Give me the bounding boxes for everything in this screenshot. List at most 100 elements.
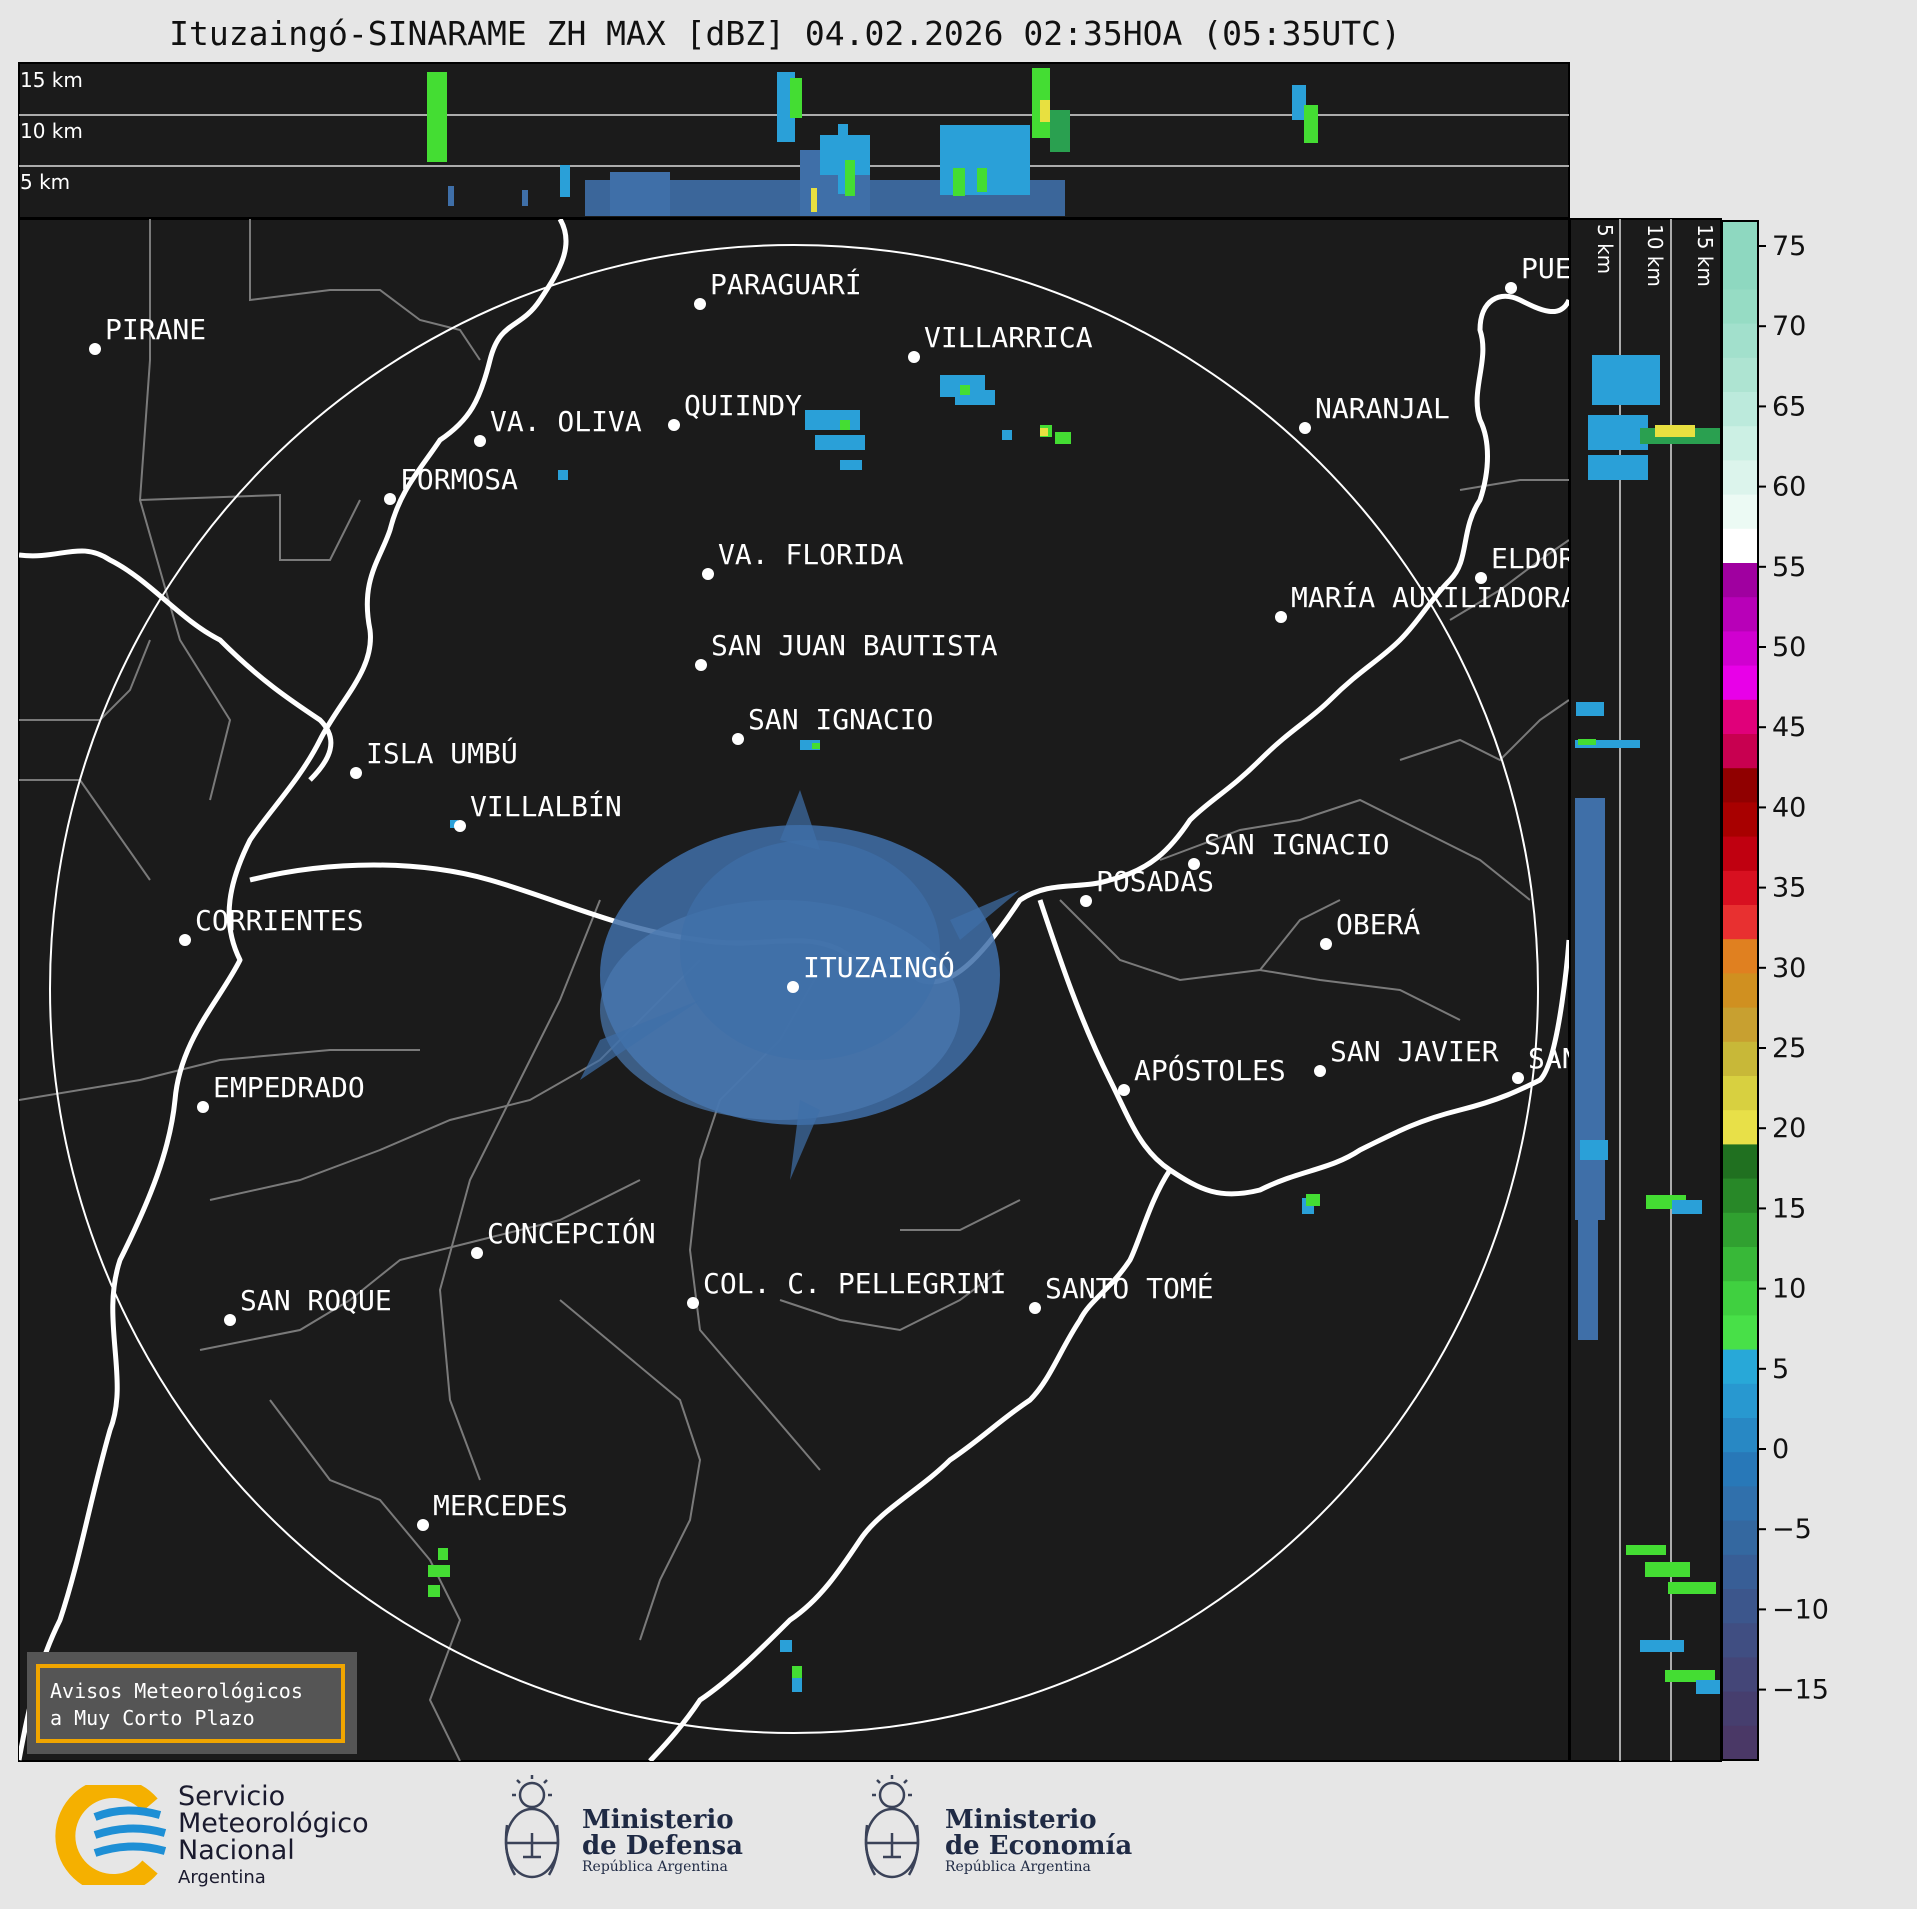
city-marker: VILLALBÍN bbox=[454, 789, 622, 832]
warning-box-border bbox=[36, 1664, 345, 1743]
colorbar-segment bbox=[1722, 1418, 1758, 1453]
city-label: ELDORADO bbox=[1491, 542, 1626, 575]
city-dot bbox=[787, 981, 799, 993]
warning-line-1: Avisos Meteorológicos bbox=[50, 1679, 303, 1703]
colorbar-tick-label: 75 bbox=[1772, 231, 1806, 262]
city-dot bbox=[474, 435, 486, 447]
colorbar-segment bbox=[1722, 870, 1758, 906]
city-marker: SAN IGNACIO bbox=[1188, 828, 1389, 870]
colorbar-segment bbox=[1722, 1452, 1758, 1487]
city-marker: QUIINDY bbox=[668, 389, 802, 431]
city-label: MERCEDES bbox=[433, 1489, 568, 1522]
city-marker: SAN bbox=[1512, 1042, 1579, 1084]
defensa-line-2: de Defensa bbox=[582, 1831, 743, 1861]
radar-map: PIRANE PARAGUARÍ VILLARRICA QUIINDY VA. OLIV… bbox=[18, 218, 1626, 1762]
city-layer: PIRANE PARAGUARÍ VILLARRICA QUIINDY VA. OLIV… bbox=[89, 252, 1626, 1531]
city-marker: VILLARRICA bbox=[908, 321, 1093, 363]
colorbar-tick-label: 0 bbox=[1772, 1434, 1789, 1465]
warning-line-2: a Muy Corto Plazo bbox=[50, 1706, 255, 1730]
radar-echoes bbox=[428, 375, 1320, 1692]
top-label-15km: 15 km bbox=[20, 68, 83, 92]
city-label: COL. C. PELLEGRINI bbox=[703, 1267, 1006, 1300]
city-label: SAN JUAN BAUTISTA bbox=[711, 629, 998, 662]
city-label: OBERÁ bbox=[1336, 907, 1420, 941]
city-marker: APÓSTOLES bbox=[1118, 1053, 1286, 1096]
colorbar-tick-label: 25 bbox=[1772, 1033, 1806, 1064]
warning-box[interactable]: Avisos Meteorológicos a Muy Corto Plazo bbox=[27, 1652, 357, 1754]
city-label: CONCEPCIÓN bbox=[487, 1216, 656, 1250]
colorbar-segment bbox=[1722, 1349, 1758, 1385]
city-label: APÓSTOLES bbox=[1134, 1053, 1286, 1087]
city-dot bbox=[197, 1101, 209, 1113]
city-marker: PIRANE bbox=[89, 313, 206, 355]
colorbar-tick-label: −5 bbox=[1772, 1514, 1812, 1545]
smn-line-2: Meteorológico bbox=[178, 1808, 369, 1839]
colorbar-tick-label: −10 bbox=[1772, 1594, 1829, 1625]
colorbar-tick-label: 35 bbox=[1772, 873, 1806, 904]
smn-line-4: Argentina bbox=[178, 1867, 266, 1888]
city-label: CORRIENTES bbox=[195, 904, 364, 937]
city-marker: SAN JAVIER bbox=[1314, 1035, 1499, 1077]
city-marker: ELDORADO bbox=[1475, 542, 1626, 584]
city-dot bbox=[89, 343, 101, 355]
colorbar-tick-label: 10 bbox=[1772, 1274, 1806, 1305]
city-dot bbox=[1029, 1302, 1041, 1314]
city-marker: VA. FLORIDA bbox=[702, 538, 904, 580]
colorbar-segment bbox=[1722, 939, 1758, 974]
city-dot bbox=[695, 659, 707, 671]
smn-emblem-icon bbox=[55, 1778, 167, 1894]
coat-of-arms-icon bbox=[504, 1775, 560, 1879]
city-marker: SAN JUAN BAUTISTA bbox=[695, 629, 998, 671]
economia-logo bbox=[855, 1775, 930, 1904]
colorbar-tick-label: 15 bbox=[1772, 1193, 1806, 1224]
city-label: EMPEDRADO bbox=[213, 1071, 365, 1104]
colorbar-segment bbox=[1722, 1554, 1758, 1590]
colorbar-segment bbox=[1722, 1486, 1758, 1522]
colorbar-segment bbox=[1722, 1589, 1758, 1624]
city-dot bbox=[1118, 1084, 1130, 1096]
colorbar-segment bbox=[1722, 1691, 1758, 1727]
city-marker: FORMOSA bbox=[384, 463, 518, 505]
colorbar-tick-label: 50 bbox=[1772, 632, 1806, 663]
side-label-10km: 10 km bbox=[1643, 224, 1667, 287]
city-dot bbox=[1080, 895, 1092, 907]
defensa-line-3: República Argentina bbox=[582, 1859, 728, 1875]
smn-line-3: Nacional bbox=[178, 1835, 295, 1866]
city-label: SAN bbox=[1528, 1042, 1579, 1075]
city-label: ISLA UMBÚ bbox=[366, 736, 518, 770]
colorbar-segment bbox=[1722, 460, 1758, 496]
side-height-panel: 5 km 10 km 15 km bbox=[1569, 218, 1722, 1762]
city-marker: COL. C. PELLEGRINI bbox=[687, 1267, 1006, 1309]
coat-of-arms-icon bbox=[864, 1775, 920, 1879]
chart-title: Ituzaingó-SINARAME ZH MAX [dBZ] 04.02.20… bbox=[169, 14, 1401, 53]
colorbar-tick-label: 45 bbox=[1772, 712, 1806, 743]
city-marker: MARÍA AUXILIADORA bbox=[1275, 580, 1578, 623]
city-dot bbox=[687, 1297, 699, 1309]
colorbar-segment bbox=[1722, 1281, 1758, 1316]
colorbar-segment bbox=[1722, 1623, 1758, 1658]
city-dot bbox=[1275, 611, 1287, 623]
city-label: MARÍA AUXILIADORA bbox=[1291, 580, 1578, 614]
colorbar-segment bbox=[1722, 563, 1758, 598]
city-marker: CORRIENTES bbox=[179, 904, 364, 946]
city-dot bbox=[454, 820, 466, 832]
colorbar-segment bbox=[1722, 1178, 1758, 1214]
colorbar-tick-label: 40 bbox=[1772, 792, 1806, 823]
city-label: SAN IGNACIO bbox=[1204, 828, 1389, 861]
city-label: SAN ROQUE bbox=[240, 1284, 392, 1317]
colorbar-tick-label: 70 bbox=[1772, 311, 1806, 342]
colorbar-segment bbox=[1722, 699, 1758, 735]
colorbar-tick-label: 20 bbox=[1772, 1113, 1806, 1144]
city-marker: MERCEDES bbox=[417, 1489, 568, 1531]
economia-line-2: de Economía bbox=[945, 1831, 1133, 1861]
colorbar-segment bbox=[1722, 905, 1758, 940]
city-marker: SANTO TOMÉ bbox=[1029, 1271, 1214, 1314]
colorbar-segment bbox=[1722, 1041, 1758, 1077]
smn-logo bbox=[55, 1778, 180, 1894]
defensa-text: Ministerio de Defensa República Argentin… bbox=[582, 1807, 743, 1875]
colorbar-segment bbox=[1722, 1657, 1758, 1693]
top-label-5km: 5 km bbox=[20, 170, 70, 194]
city-label: FORMOSA bbox=[400, 463, 518, 496]
city-marker: PUERTO bbox=[1505, 252, 1569, 294]
